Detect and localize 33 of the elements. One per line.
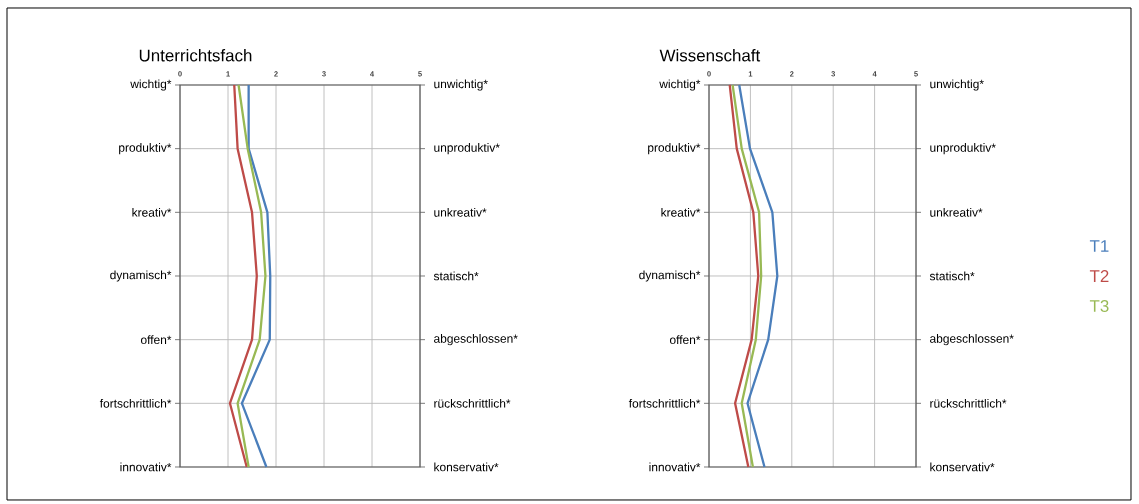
y-tick-label: offen* bbox=[669, 335, 701, 345]
y-tick-label: innovativ* bbox=[120, 462, 172, 472]
y2-tick-label: unwichtig* bbox=[930, 79, 984, 91]
y2-tick-label: konservativ* bbox=[930, 462, 995, 472]
y2-tick-label: unkreativ* bbox=[434, 207, 487, 217]
y-tick-label: kreativ* bbox=[661, 207, 701, 217]
y2-tick-label: abgeschlossen* bbox=[434, 334, 518, 346]
y2-tick-label: unkreativ* bbox=[930, 207, 983, 217]
y-tick-label: fortschrittlich* bbox=[99, 398, 172, 408]
y2-tick-label: abgeschlossen* bbox=[930, 334, 1014, 346]
text: T2 bbox=[1089, 270, 1109, 282]
y-tick-label: dynamisch* bbox=[110, 270, 172, 282]
y-tick-label: wichtig* bbox=[130, 79, 172, 91]
chart-title: Unterrichtsfach bbox=[139, 49, 252, 62]
y2-tick-label: statisch* bbox=[929, 271, 975, 281]
y-tick-label: kreativ* bbox=[132, 207, 172, 217]
y2-tick-label: statisch* bbox=[433, 271, 479, 281]
text: T1 bbox=[1089, 240, 1109, 252]
y-tick-label: produktiv* bbox=[119, 143, 172, 155]
y-tick-label: wichtig* bbox=[659, 79, 701, 91]
text: T3 bbox=[1089, 299, 1109, 312]
y-tick-label: dynamisch* bbox=[639, 270, 701, 282]
y-tick-label: offen* bbox=[140, 335, 172, 345]
y2-tick-label: unproduktiv* bbox=[434, 143, 500, 155]
y-tick-label: produktiv* bbox=[648, 143, 701, 155]
y-tick-label: fortschrittlich* bbox=[628, 398, 701, 408]
y-tick-label: innovativ* bbox=[649, 462, 701, 472]
chart-title: Wissenschaft bbox=[659, 49, 761, 62]
y2-tick-label: unwichtig* bbox=[434, 79, 488, 91]
y2-tick-label: rückschrittlich* bbox=[930, 398, 1007, 408]
y2-tick-label: unproduktiv* bbox=[930, 143, 996, 155]
y2-tick-label: konservativ* bbox=[434, 462, 499, 472]
y2-tick-label: rückschrittlich* bbox=[434, 398, 511, 408]
